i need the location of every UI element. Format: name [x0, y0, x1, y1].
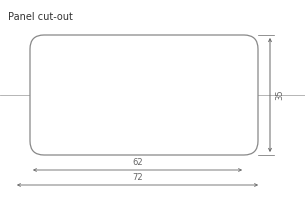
FancyBboxPatch shape — [30, 35, 258, 155]
Text: 62: 62 — [132, 158, 143, 167]
Text: 72: 72 — [132, 173, 143, 182]
Text: Panel cut-out: Panel cut-out — [8, 12, 73, 22]
Text: 35: 35 — [275, 90, 284, 100]
